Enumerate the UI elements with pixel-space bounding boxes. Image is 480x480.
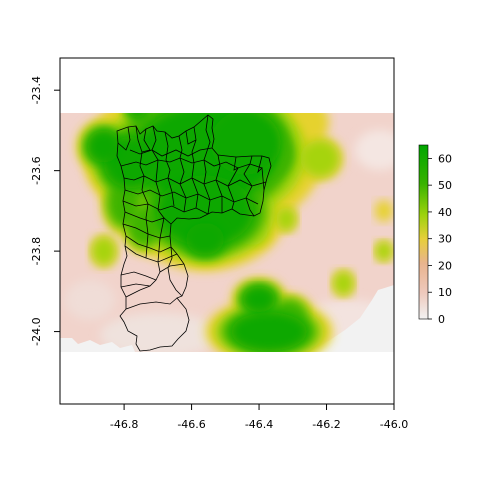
raster-low-patch [355,130,394,170]
y-tick-label: -23.4 [30,76,43,104]
x-tick-label: -46.8 [110,418,138,431]
district-line [215,154,223,213]
x-axis: -46.8 -46.6 -46.4 -46.2 -46.0 [110,404,408,431]
district-line [203,114,211,215]
intensity-blob [127,206,162,248]
x-tick-label: -46.2 [312,418,340,431]
district-line [167,246,183,297]
intensity-blob [186,222,224,256]
intensity-blob [92,237,116,265]
district-line [124,189,259,205]
raster-nodata [310,285,394,352]
y-tick-label: -23.6 [30,156,43,184]
district-line [135,125,149,259]
raster-low-patch [100,313,220,352]
y-tick-label: -23.8 [30,237,43,265]
district-line [124,211,172,225]
district-line [125,125,165,298]
x-tick-label: -46.0 [380,418,408,431]
intensity-blob [231,312,307,351]
district-line [257,155,265,191]
district-line [164,131,175,207]
district-line [178,135,187,213]
legend-tick-label: 0 [438,313,445,326]
legend-tick-label: 20 [438,259,452,272]
legend-ticks: 0 10 20 30 40 50 60 [428,152,452,326]
district-line [141,128,151,153]
x-tick-label: -46.4 [245,418,273,431]
district-line [129,147,213,157]
district-line [125,235,172,253]
intensity-blob [87,130,121,163]
district-line [122,200,209,215]
district-line [117,126,131,151]
intensity-blob [210,113,281,175]
legend-tick-label: 40 [438,206,452,219]
intensity-blob [242,286,276,313]
district-boundaries [116,114,272,352]
legend-tick-label: 30 [438,233,452,246]
intensity-blob [374,200,393,222]
legend-tick-label: 50 [438,179,452,192]
district-line [185,130,197,145]
district-line [125,297,178,310]
intensity-blob [376,241,392,261]
district-line [243,155,255,217]
plot-frame [59,57,395,405]
x-tick-label: -46.6 [177,418,205,431]
intensity-blob [156,175,254,247]
legend-tick-label: 60 [438,152,452,165]
raster-low-patch [65,280,115,320]
legend-colorbar: 0 10 20 30 40 50 60 [418,144,452,326]
y-axis: -24.0 -23.8 -23.6 -23.4 [30,76,60,346]
legend-tick-label: 10 [438,286,452,299]
raster-heatmap [60,113,394,352]
district-line [120,283,151,288]
intensity-blob [276,207,296,231]
intensity-blob [129,113,146,119]
intensity-blob [333,271,354,295]
raster-nodata [60,338,135,352]
y-tick-label: -24.0 [30,317,43,345]
district-line [159,263,185,273]
legend-bar [418,144,429,320]
intensity-blob [300,140,340,178]
district-line [227,156,239,210]
district-line [120,271,157,281]
